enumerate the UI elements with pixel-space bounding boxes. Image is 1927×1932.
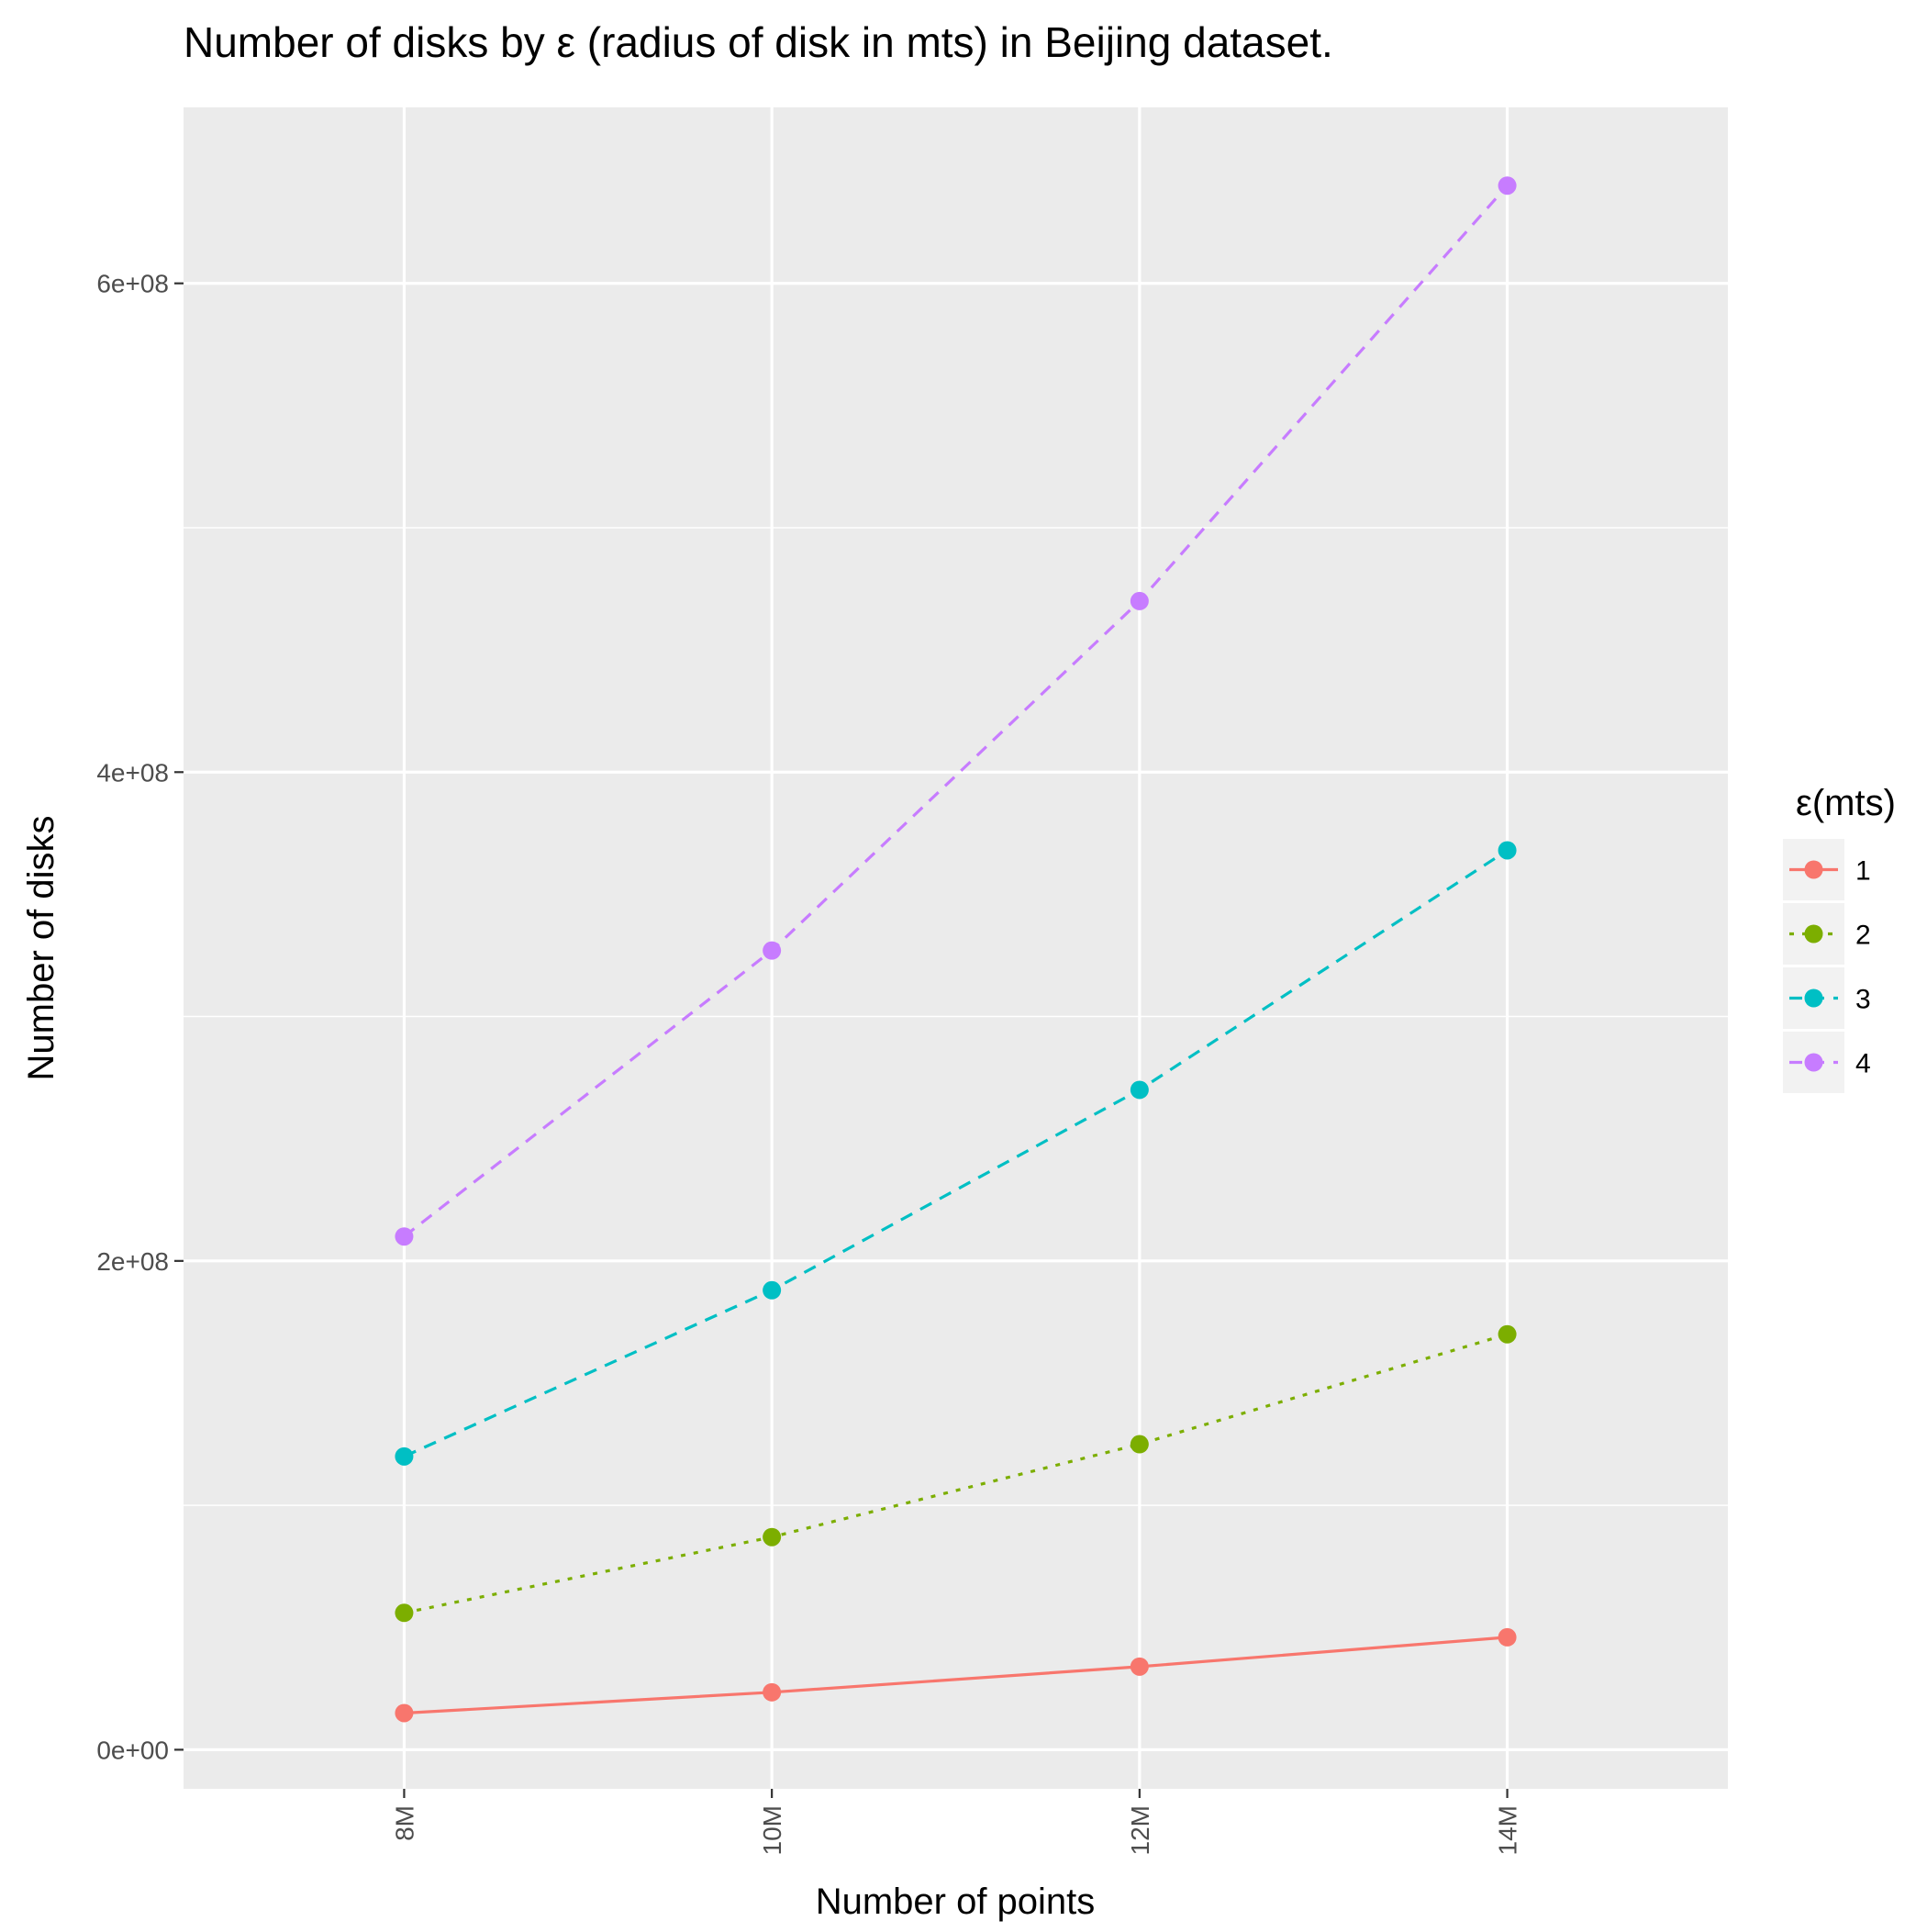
series-3-line xyxy=(403,849,1509,1458)
plot-panel xyxy=(184,107,1728,1789)
y-axis-title: Number of disks xyxy=(21,816,61,1081)
series-1-point xyxy=(1130,1657,1149,1676)
series-1-point xyxy=(395,1703,414,1723)
series-4-point xyxy=(395,1227,414,1246)
legend-point xyxy=(1804,924,1823,944)
x-tick-label: 10M xyxy=(758,1805,786,1855)
series-3-point xyxy=(1498,841,1517,860)
y-tick-label: 4e+08 xyxy=(96,758,169,787)
x-tick-label: 8M xyxy=(390,1805,418,1841)
legend-title: ε(mts) xyxy=(1796,783,1896,823)
series-1-point xyxy=(763,1682,782,1702)
legend: ε(mts) 1 2 3 4 xyxy=(1783,783,1896,1093)
series-lines xyxy=(395,176,1517,1723)
legend-point xyxy=(1804,988,1823,1008)
series-2-point xyxy=(1498,1324,1517,1344)
x-axis-title: Number of points xyxy=(816,1882,1096,1922)
series-3-point xyxy=(395,1446,414,1466)
y-tick-label: 0e+00 xyxy=(96,1736,169,1764)
legend-label: 3 xyxy=(1855,985,1871,1015)
legend-point xyxy=(1804,1053,1823,1072)
legend-point xyxy=(1804,860,1823,879)
chart-title: Number of disks by ε (radius of disk in … xyxy=(184,18,1333,66)
series-2-point xyxy=(1130,1435,1149,1454)
axes: 0e+00 2e+08 4e+08 6e+08 8M 10M 12M 14M xyxy=(96,270,1521,1856)
series-4-point xyxy=(763,941,782,960)
legend-label: 1 xyxy=(1855,856,1871,887)
series-2-point xyxy=(395,1603,414,1623)
series-2-point xyxy=(763,1527,782,1547)
legend-label: 2 xyxy=(1855,921,1871,951)
x-tick-label: 14M xyxy=(1494,1805,1522,1855)
series-4-line xyxy=(403,184,1509,1238)
series-1-line xyxy=(404,1636,1508,1715)
legend-label: 4 xyxy=(1855,1049,1871,1079)
series-3-point xyxy=(763,1280,782,1300)
x-tick-label: 12M xyxy=(1126,1805,1154,1855)
series-4-point xyxy=(1498,176,1517,195)
series-3-point xyxy=(1130,1080,1149,1100)
y-tick-label: 6e+08 xyxy=(96,270,169,298)
series-1-point xyxy=(1498,1627,1517,1647)
y-tick-label: 2e+08 xyxy=(96,1247,169,1276)
series-4-point xyxy=(1130,591,1149,610)
